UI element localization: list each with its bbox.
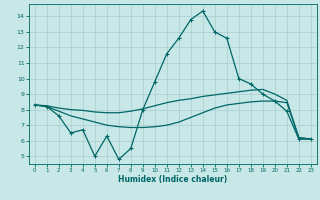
X-axis label: Humidex (Indice chaleur): Humidex (Indice chaleur) <box>118 175 228 184</box>
